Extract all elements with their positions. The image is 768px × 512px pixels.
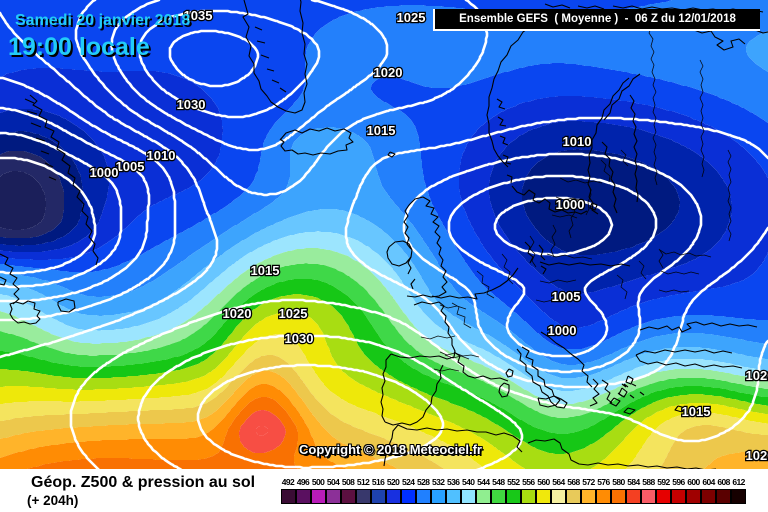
- svg-text:1005: 1005: [552, 289, 581, 304]
- svg-text:1015: 1015: [367, 123, 396, 138]
- svg-text:1015: 1015: [682, 404, 711, 419]
- svg-text:1010: 1010: [147, 148, 176, 163]
- svg-text:1005: 1005: [116, 159, 145, 174]
- svg-text:1025: 1025: [279, 306, 308, 321]
- svg-text:1000: 1000: [548, 323, 577, 338]
- svg-text:1000: 1000: [90, 165, 119, 180]
- svg-text:1020: 1020: [746, 368, 768, 383]
- svg-text:1015: 1015: [251, 263, 280, 278]
- svg-text:1035: 1035: [184, 8, 213, 23]
- svg-text:1030: 1030: [177, 97, 206, 112]
- svg-text:1000: 1000: [556, 197, 585, 212]
- svg-text:1025: 1025: [397, 10, 426, 25]
- svg-text:1020: 1020: [374, 65, 403, 80]
- svg-text:1010: 1010: [563, 134, 592, 149]
- svg-text:1030: 1030: [285, 331, 314, 346]
- svg-text:1020: 1020: [746, 448, 768, 463]
- svg-text:1020: 1020: [223, 306, 252, 321]
